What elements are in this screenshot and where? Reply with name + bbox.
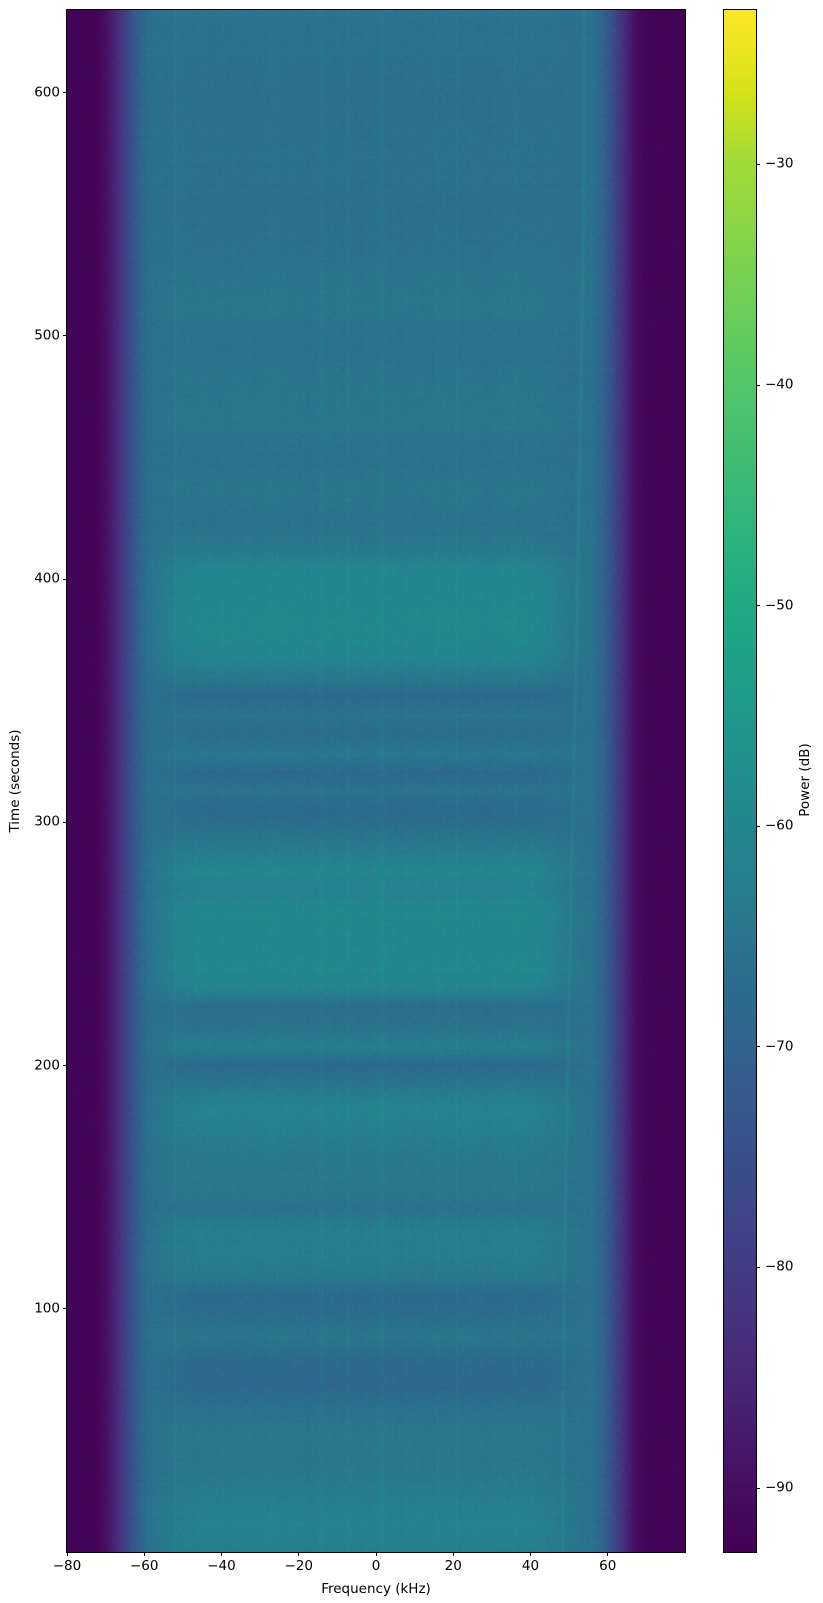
x-tick-mark <box>298 1552 300 1556</box>
x-tick-label: −80 <box>52 1558 82 1574</box>
x-tick-mark <box>221 1552 222 1556</box>
colorbar-tick-mark <box>756 1266 760 1268</box>
colorbar-gradient <box>724 10 756 1552</box>
x-tick-mark <box>530 1552 531 1556</box>
x-tick-mark <box>607 1552 609 1556</box>
colorbar-tick-label: −50 <box>765 597 794 614</box>
y-tick-label: 200 <box>34 1057 60 1074</box>
plot-area <box>66 9 686 1553</box>
colorbar <box>723 9 757 1553</box>
x-tick-label: 0 <box>371 1558 381 1574</box>
y-tick-mark <box>63 92 67 94</box>
y-tick-label: 300 <box>34 813 60 830</box>
colorbar-tick-label: −40 <box>765 376 794 393</box>
y-axis-label: Time (seconds) <box>7 729 23 833</box>
x-tick-label: −20 <box>284 1558 314 1574</box>
colorbar-tick-mark <box>756 1487 760 1489</box>
colorbar-tick-label: −70 <box>765 1038 794 1055</box>
x-tick-label: 60 <box>599 1558 617 1574</box>
colorbar-tick-label: −30 <box>765 155 794 172</box>
y-tick-mark <box>63 1065 67 1067</box>
colorbar-tick-label: −80 <box>765 1258 794 1275</box>
y-tick-label: 100 <box>34 1300 60 1317</box>
x-tick-mark <box>375 1552 377 1556</box>
x-tick-mark <box>452 1552 454 1556</box>
colorbar-tick-mark <box>756 1046 760 1048</box>
colorbar-tick-label: −60 <box>765 817 794 834</box>
x-tick-label: −40 <box>207 1558 236 1574</box>
y-tick-label: 500 <box>34 327 60 344</box>
x-tick-label: 20 <box>444 1558 462 1574</box>
y-tick-mark <box>63 821 67 823</box>
x-tick-label: 40 <box>521 1558 540 1574</box>
y-tick-mark <box>63 1308 67 1310</box>
y-tick-mark <box>63 335 67 337</box>
colorbar-tick-mark <box>756 384 760 386</box>
x-tick-label: −60 <box>130 1558 159 1574</box>
colorbar-tick-mark <box>756 605 760 607</box>
x-tick-mark <box>66 1552 68 1556</box>
y-tick-label: 600 <box>34 84 60 101</box>
x-tick-mark <box>143 1552 145 1556</box>
colorbar-tick-label: −90 <box>765 1479 794 1496</box>
x-axis-label: Frequency (kHz) <box>321 1581 431 1597</box>
colorbar-tick-mark <box>756 825 760 827</box>
spectrogram-heatmap <box>67 10 685 1552</box>
colorbar-tick-mark <box>756 163 760 165</box>
y-tick-label: 400 <box>34 570 60 587</box>
colorbar-label: Power (dB) <box>797 743 813 817</box>
y-tick-mark <box>63 578 67 580</box>
